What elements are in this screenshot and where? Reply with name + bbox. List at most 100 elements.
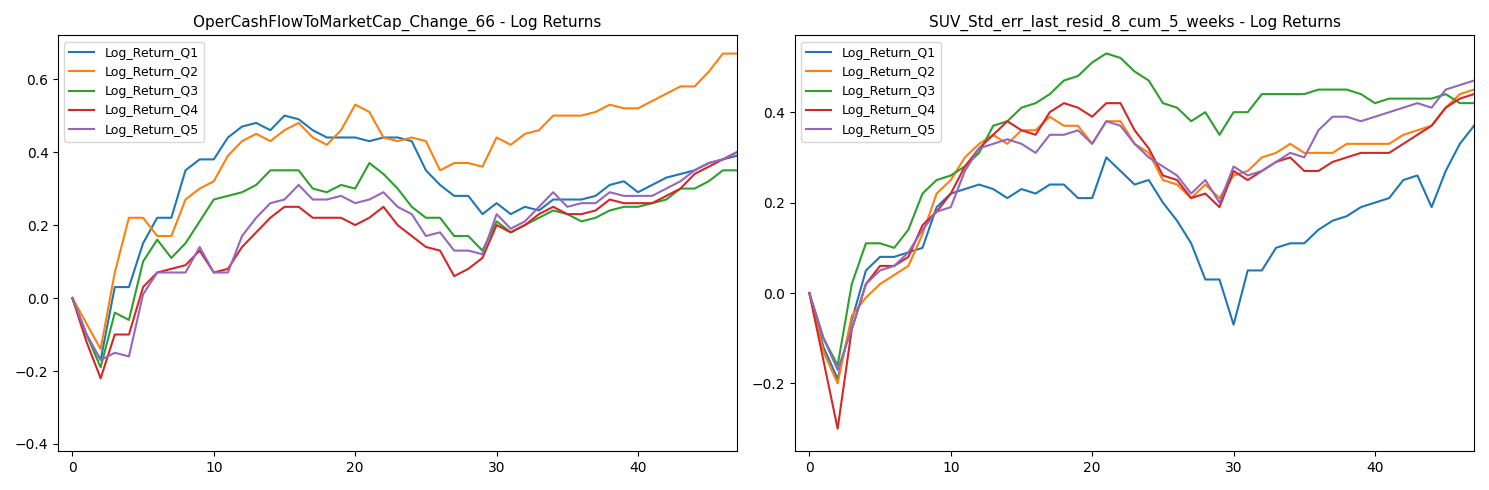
Log_Return_Q3 <box>1013 105 1030 111</box>
Log_Return_Q4 <box>971 146 989 151</box>
Log_Return_Q3 <box>999 118 1017 124</box>
Log_Return_Q1 <box>1324 218 1342 223</box>
Log_Return_Q1 <box>64 295 82 301</box>
Log_Return_Q4 <box>914 222 932 228</box>
Log_Return_Q1 <box>488 200 506 206</box>
Log_Return_Q4 <box>657 193 675 199</box>
Log_Return_Q1 <box>121 284 138 290</box>
Log_Return_Q2 <box>615 105 633 111</box>
Log_Return_Q4 <box>275 204 293 210</box>
Log_Return_Q2 <box>1239 168 1257 174</box>
Log_Return_Q2 <box>1041 114 1059 120</box>
Log_Return_Q5 <box>1041 132 1059 138</box>
Log_Return_Q4 <box>191 247 208 253</box>
Log_Return_Q4 <box>247 229 265 235</box>
Log_Return_Q5 <box>545 189 563 195</box>
Log_Return_Q2 <box>628 105 646 111</box>
Log_Return_Q4 <box>205 270 223 275</box>
Log_Return_Q5 <box>77 332 95 338</box>
Log_Return_Q1 <box>928 204 946 210</box>
Log_Return_Q5 <box>517 219 535 224</box>
Log_Return_Q5 <box>1295 154 1313 160</box>
Log_Return_Q2 <box>672 83 689 89</box>
Log_Return_Q3 <box>858 241 876 246</box>
Log_Return_Q2 <box>106 270 124 275</box>
Log_Return_Q2 <box>1224 172 1242 178</box>
Line: Log_Return_Q2: Log_Return_Q2 <box>810 90 1474 384</box>
Log_Return_Q3 <box>1084 59 1102 65</box>
Log_Return_Q5 <box>685 168 703 173</box>
Log_Return_Q2 <box>928 191 946 196</box>
Log_Return_Q4 <box>1111 100 1129 106</box>
Log_Return_Q4 <box>545 204 563 210</box>
Log_Return_Q4 <box>92 375 110 381</box>
Log_Return_Q3 <box>389 186 406 192</box>
Log_Return_Q3 <box>843 281 861 287</box>
Log_Return_Q1 <box>700 160 718 166</box>
Log_Return_Q4 <box>600 196 618 202</box>
Log_Return_Q3 <box>814 335 832 341</box>
Log_Return_Q4 <box>1224 168 1242 174</box>
Log_Return_Q1 <box>1295 241 1313 246</box>
Log_Return_Q5 <box>657 186 675 192</box>
Log_Return_Q4 <box>64 295 82 301</box>
Log_Return_Q1 <box>1450 141 1468 147</box>
Log_Return_Q1 <box>1422 204 1440 210</box>
Log_Return_Q5 <box>713 156 731 162</box>
Line: Log_Return_Q4: Log_Return_Q4 <box>73 152 737 378</box>
Log_Return_Q5 <box>643 193 661 199</box>
Log_Return_Q5 <box>488 211 506 217</box>
Log_Return_Q3 <box>672 186 689 192</box>
Log_Return_Q5 <box>600 189 618 195</box>
Log_Return_Q4 <box>685 171 703 177</box>
Log_Return_Q1 <box>304 127 322 133</box>
Log_Return_Q5 <box>432 229 450 235</box>
Log_Return_Q2 <box>871 281 889 287</box>
Log_Return_Q2 <box>858 294 876 300</box>
Log_Return_Q3 <box>247 182 265 188</box>
Log_Return_Q4 <box>360 215 378 220</box>
Log_Return_Q1 <box>843 317 861 323</box>
Log_Return_Q2 <box>1252 154 1270 160</box>
Log_Return_Q3 <box>417 215 435 220</box>
Log_Return_Q3 <box>360 160 378 166</box>
Log_Return_Q5 <box>829 367 847 373</box>
Log_Return_Q4 <box>1139 146 1157 151</box>
Log_Return_Q2 <box>728 50 746 56</box>
Log_Return_Q4 <box>700 164 718 170</box>
Log_Return_Q5 <box>262 200 280 206</box>
Log_Return_Q5 <box>247 215 265 220</box>
Log_Return_Q4 <box>956 164 974 170</box>
Log_Return_Q4 <box>389 222 406 228</box>
Log_Return_Q1 <box>1182 241 1200 246</box>
Line: Log_Return_Q3: Log_Return_Q3 <box>73 163 737 368</box>
Log_Return_Q4 <box>134 284 152 290</box>
Log_Return_Q4 <box>474 255 491 261</box>
Log_Return_Q1 <box>587 193 605 199</box>
Log_Return_Q5 <box>1056 132 1074 138</box>
Log_Return_Q5 <box>1365 114 1383 120</box>
Log_Return_Q3 <box>1252 91 1270 97</box>
Log_Return_Q1 <box>332 135 350 141</box>
Log_Return_Q3 <box>1027 100 1045 106</box>
Log_Return_Q4 <box>262 215 280 220</box>
Log_Return_Q1 <box>247 120 265 126</box>
Log_Return_Q4 <box>1252 168 1270 174</box>
Log_Return_Q2 <box>1281 141 1298 147</box>
Log_Return_Q4 <box>1324 159 1342 165</box>
Log_Return_Q5 <box>999 136 1017 142</box>
Log_Return_Q2 <box>1409 127 1426 133</box>
Log_Return_Q2 <box>445 160 463 166</box>
Line: Log_Return_Q2: Log_Return_Q2 <box>73 53 737 349</box>
Log_Return_Q4 <box>177 262 195 268</box>
Log_Return_Q3 <box>615 204 633 210</box>
Log_Return_Q3 <box>1450 100 1468 106</box>
Log_Return_Q4 <box>1154 172 1172 178</box>
Log_Return_Q4 <box>234 244 252 250</box>
Log_Return_Q2 <box>1084 141 1102 147</box>
Log_Return_Q3 <box>971 150 989 156</box>
Log_Return_Q5 <box>615 193 633 199</box>
Log_Return_Q2 <box>943 177 960 183</box>
Log_Return_Q1 <box>319 135 337 141</box>
Log_Return_Q1 <box>375 135 393 141</box>
